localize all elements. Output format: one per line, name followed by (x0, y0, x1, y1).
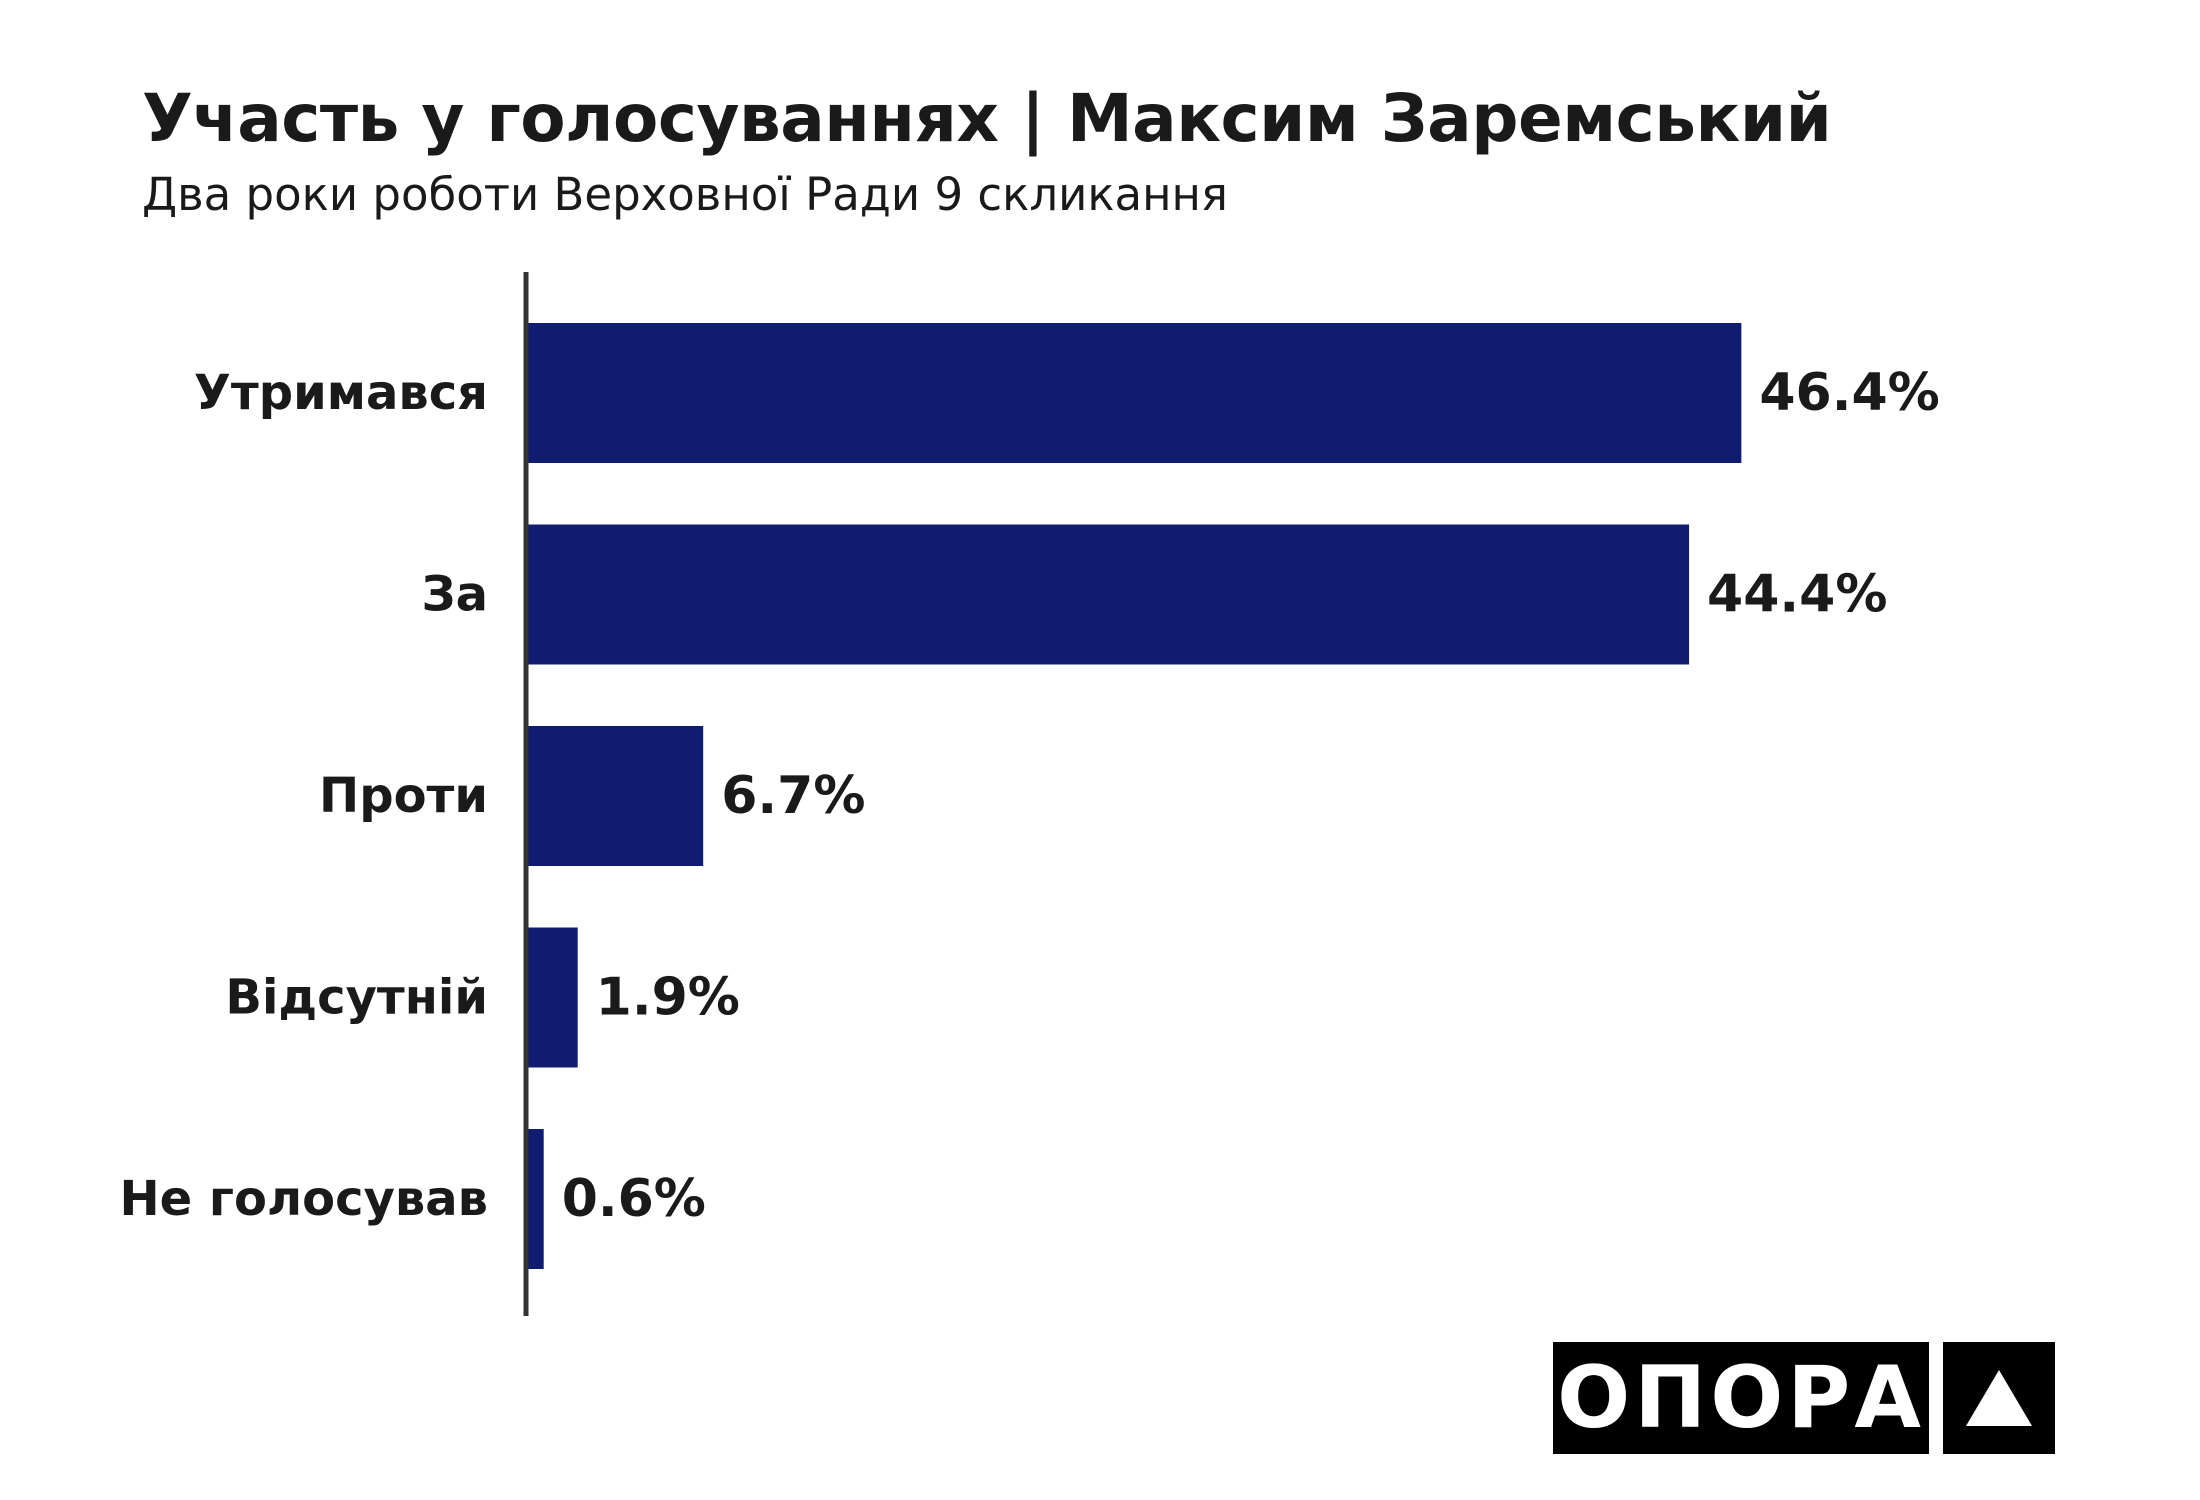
value-label-1: 46.4% (1759, 363, 1939, 423)
chart-title: Участь у голосуваннях | Максим Заремськи… (142, 80, 1832, 157)
value-label-5: 0.6% (562, 1169, 706, 1229)
category-label-1: Утримався (194, 365, 488, 421)
value-label-4: 1.9% (596, 968, 740, 1028)
bars-layer: Утримався 46.4% За 44.4% Проти 6.7% Відсутній 1… (119, 323, 1940, 1269)
value-label-2: 44.4% (1707, 565, 1887, 625)
bar-2 (528, 524, 1690, 665)
chart-subtitle: Два роки роботи Верховної Ради 9 скликан… (142, 168, 1228, 221)
logo-text: ОПОРА (1553, 1342, 1929, 1454)
opora-logo: ОПОРА (1553, 1342, 2055, 1454)
category-label-5: Не голосував (119, 1171, 488, 1227)
triangle-up-icon (1943, 1342, 2055, 1454)
category-label-4: Відсутній (225, 970, 488, 1026)
bar-4 (528, 927, 578, 1068)
category-label-2: За (422, 567, 489, 623)
bar-3 (528, 726, 704, 866)
value-label-3: 6.7% (721, 766, 865, 826)
bar-1 (528, 323, 1742, 463)
bar-5 (528, 1129, 544, 1269)
category-label-3: Проти (319, 768, 488, 824)
